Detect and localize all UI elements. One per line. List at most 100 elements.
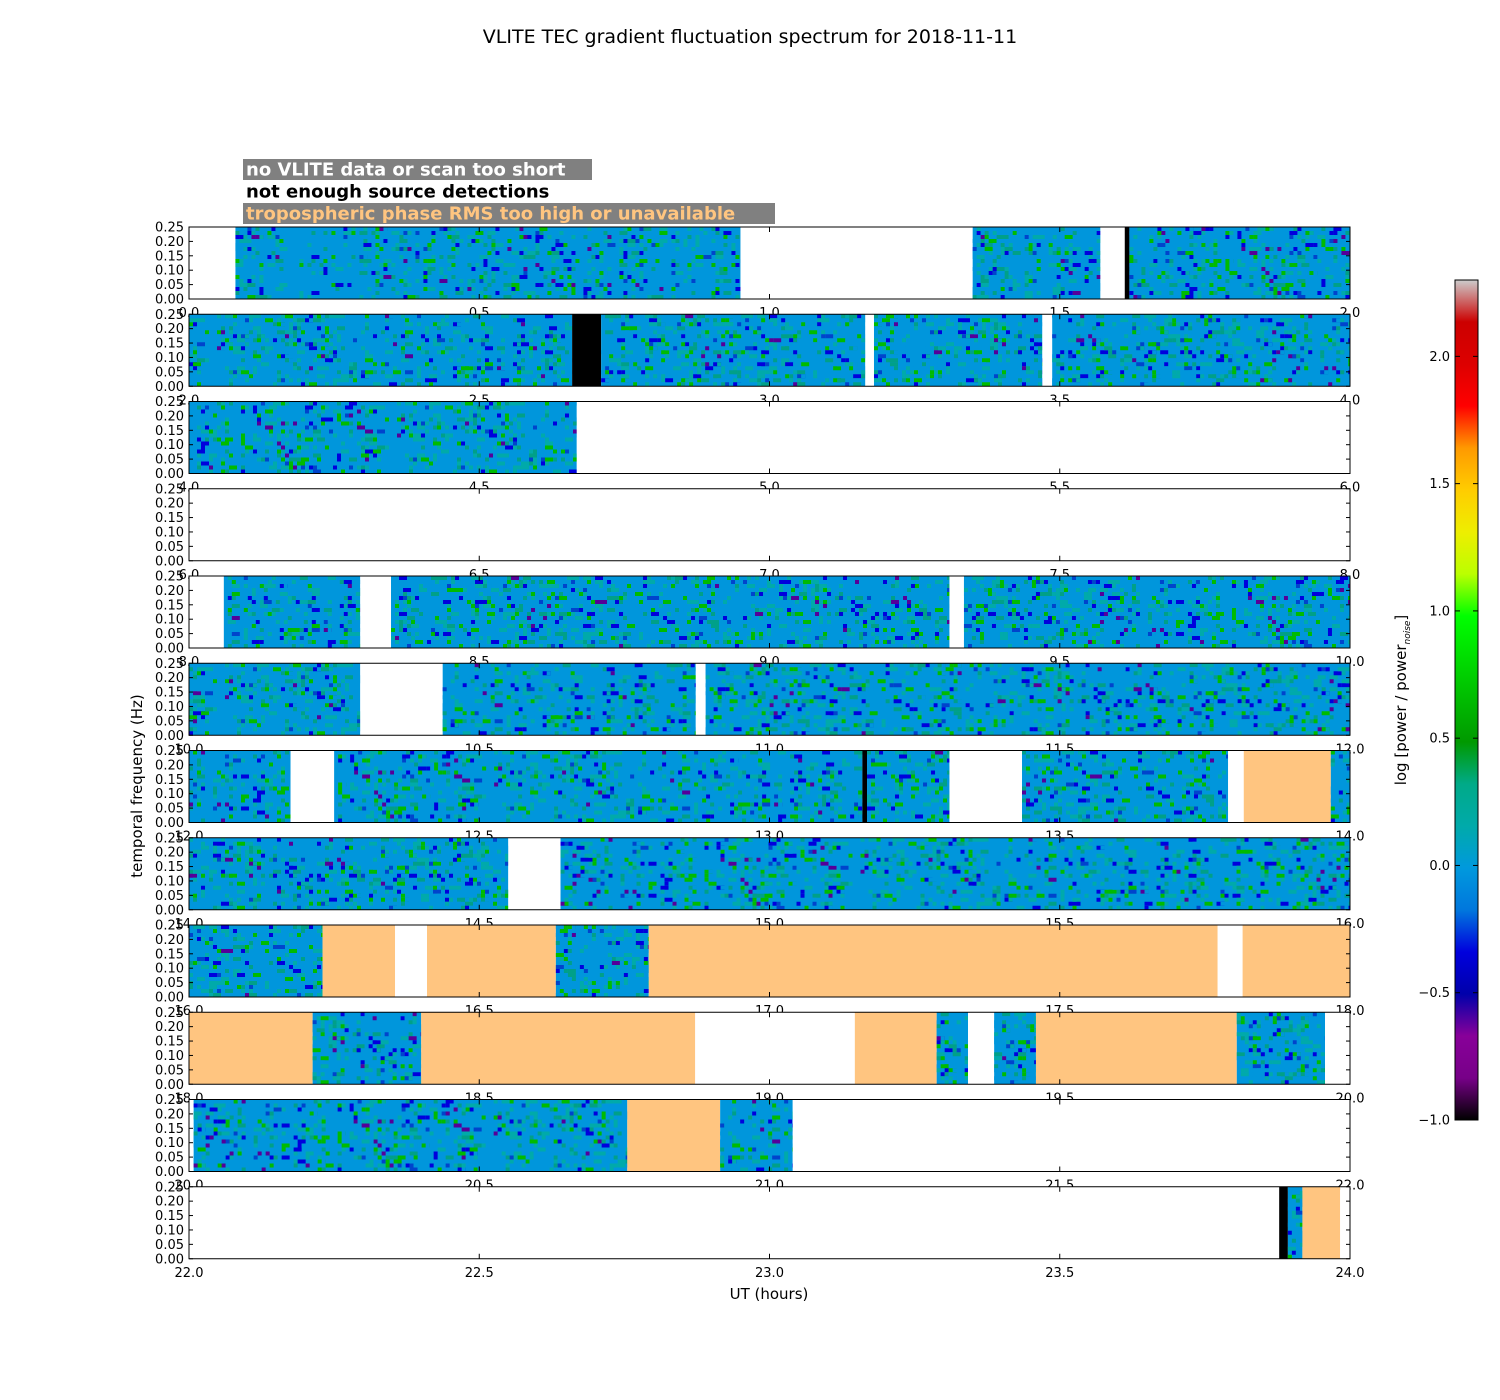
colorbar-tick-label: 1.5 — [1429, 477, 1450, 492]
x-tick-label: 24.0 — [1336, 1266, 1365, 1281]
legend-item: not enough source detections — [243, 181, 575, 203]
x-axis-label: UT (hours) — [730, 1285, 809, 1303]
segment-nodata — [189, 1099, 194, 1172]
y-tick-label: 0.20 — [155, 758, 184, 773]
y-tick-label: 0.20 — [155, 1107, 184, 1122]
y-tick-label: 0.10 — [155, 874, 184, 889]
segment-tropo — [427, 925, 556, 997]
y-tick-label: 0.15 — [155, 773, 184, 788]
segment-nodata — [1042, 314, 1053, 387]
segment-nodata — [360, 576, 392, 648]
spectrum-texture — [936, 1012, 969, 1085]
segment-nodata — [189, 576, 224, 648]
spectrum-texture — [193, 1099, 628, 1172]
y-tick-label: 0.15 — [155, 947, 184, 962]
y-tick-label: 0.20 — [155, 497, 184, 512]
y-tick-label: 0.05 — [155, 365, 184, 380]
y-tick-label: 0.25 — [155, 831, 184, 846]
y-tick-label: 0.10 — [155, 1223, 184, 1238]
segment-nodata — [189, 1186, 1280, 1259]
y-tick-label: 0.25 — [155, 395, 184, 410]
segment-nodata — [949, 750, 1023, 823]
legend-item: tropospheric phase RMS too high or unava… — [243, 203, 775, 225]
heatmap-rows: 0.000.050.100.150.200.250.0 0.5 1.0 1.5 2.00… — [155, 221, 1364, 1281]
segment-nodata — [1228, 750, 1244, 823]
colorbar-label-main: log [power / power — [1392, 644, 1410, 786]
colorbar-tick-label: −1.0 — [1418, 1114, 1450, 1129]
row-plot-area — [189, 314, 1350, 387]
row-plot-area — [189, 1099, 1350, 1172]
y-tick-label: 0.00 — [155, 1078, 184, 1093]
spectrum-texture — [391, 576, 950, 648]
segment-tropo — [854, 1012, 937, 1085]
segment-nodata — [508, 837, 561, 910]
spectrum-texture — [1052, 314, 1350, 387]
spectrum-texture — [227, 576, 361, 648]
x-tick-label: 22.5 — [465, 1266, 494, 1281]
spectrum-texture — [189, 314, 573, 387]
y-tick-label: 0.10 — [155, 264, 184, 279]
row-plot-area — [189, 576, 1350, 648]
y-tick-label: 0.25 — [155, 221, 184, 236]
y-tick-label: 0.15 — [155, 686, 184, 701]
y-axis-label: temporal frequency (Hz) — [128, 694, 146, 878]
heatmap-row: 0.000.050.100.150.200.250.0 0.5 1.0 1.5 2.0 — [155, 221, 1360, 322]
segment-tropo — [1242, 925, 1350, 997]
spectrum-texture — [442, 663, 696, 736]
segment-nodata — [1100, 227, 1125, 299]
heatmap-row: 0.000.050.100.150.200.252.0 2.5 3.0 3.5 4.0 — [155, 308, 1360, 409]
spectrum-texture — [189, 925, 323, 997]
row-plot-area — [189, 401, 1350, 474]
y-tick-label: 0.15 — [155, 249, 184, 264]
segment-tropo — [1302, 1186, 1341, 1259]
spectrum-texture — [189, 663, 361, 736]
spectrum-texture — [189, 837, 509, 910]
spectrum-texture — [720, 1099, 793, 1172]
y-tick-label: 0.10 — [155, 525, 184, 540]
y-tick-label: 0.25 — [155, 657, 184, 672]
spectrum-texture — [1330, 750, 1350, 823]
segment-tropo — [421, 1012, 696, 1085]
y-tick-label: 0.25 — [155, 1180, 184, 1195]
y-tick-label: 0.15 — [155, 860, 184, 875]
y-tick-label: 0.20 — [155, 933, 184, 948]
chart-title: VLITE TEC gradient fluctuation spectrum … — [483, 26, 1017, 48]
y-tick-label: 0.10 — [155, 351, 184, 366]
segment-nodata — [695, 663, 706, 736]
y-tick-label: 0.10 — [155, 438, 184, 453]
row-plot-area — [189, 750, 1350, 823]
segment-no-detections — [1124, 227, 1130, 299]
segment-nodata — [949, 576, 964, 648]
x-tick-label: 23.5 — [1045, 1266, 1074, 1281]
segment-tropo — [1035, 1012, 1237, 1085]
row-plot-area — [189, 227, 1350, 299]
colorbar-tick-label: 1.0 — [1429, 604, 1450, 619]
y-tick-label: 0.05 — [155, 1238, 184, 1253]
spectrum-texture — [1022, 750, 1229, 823]
y-tick-label: 0.20 — [155, 584, 184, 599]
y-tick-label: 0.00 — [155, 293, 184, 308]
x-tick-label: 22.0 — [175, 1266, 204, 1281]
spectrum-texture — [963, 576, 1350, 648]
legend-box — [243, 181, 575, 202]
segment-nodata — [1217, 925, 1243, 997]
y-tick-label: 0.00 — [155, 903, 184, 918]
legend-label: tropospheric phase RMS too high or unava… — [246, 204, 735, 225]
spectrum-texture — [1287, 1186, 1303, 1259]
legend-item: no VLITE data or scan too short — [243, 159, 592, 181]
row-plot-area — [189, 663, 1350, 736]
legend-label: not enough source detections — [246, 182, 549, 203]
legend-box — [243, 159, 592, 180]
colorbar-tick-label: 0.0 — [1429, 859, 1450, 874]
segment-tropo — [648, 925, 1218, 997]
segment-nodata — [360, 663, 443, 736]
y-tick-label: 0.05 — [155, 1151, 184, 1166]
y-tick-label: 0.05 — [155, 1063, 184, 1078]
y-tick-label: 0.15 — [155, 1122, 184, 1137]
y-tick-label: 0.15 — [155, 424, 184, 439]
